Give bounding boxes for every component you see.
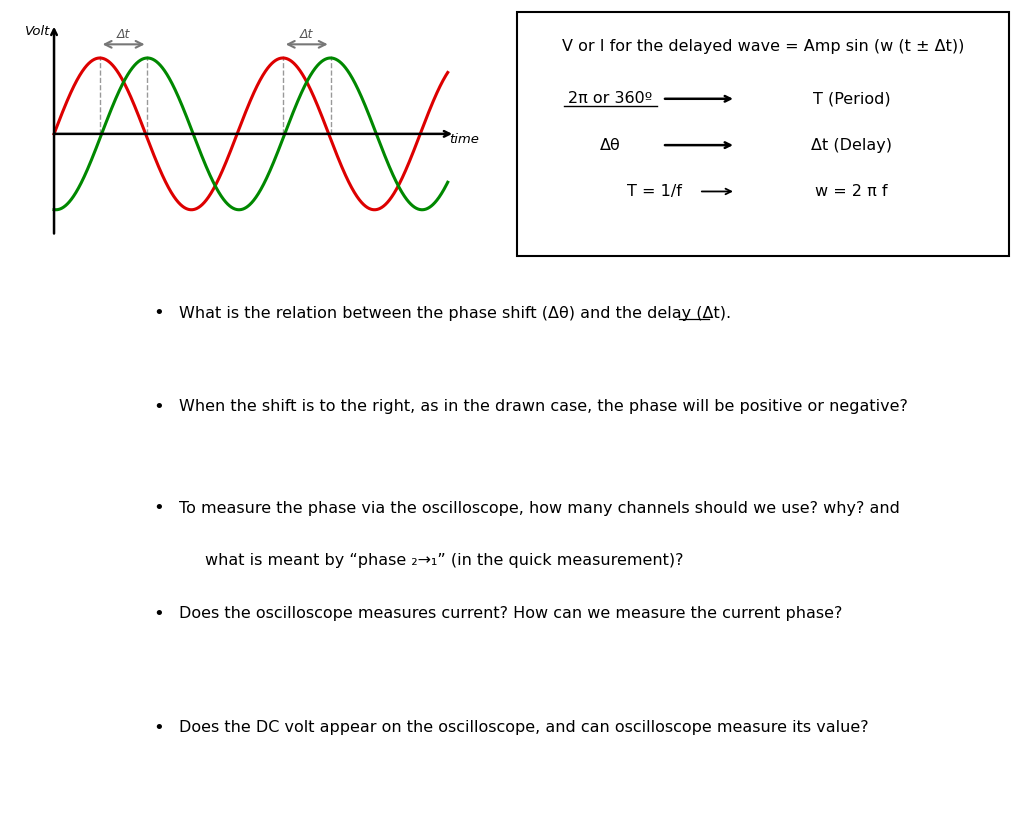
Text: •: • (154, 605, 164, 623)
Text: •: • (154, 499, 164, 517)
Text: What is the relation between the phase shift (Δθ) and the delay (Δt).: What is the relation between the phase s… (179, 306, 731, 320)
Text: Δθ: Δθ (600, 137, 621, 153)
Text: w = 2 π f: w = 2 π f (815, 184, 888, 199)
Text: Volt: Volt (26, 25, 51, 38)
Text: Δt: Δt (117, 28, 130, 41)
Text: •: • (154, 304, 164, 322)
Text: When the shift is to the right, as in the drawn case, the phase will be positive: When the shift is to the right, as in th… (179, 399, 908, 414)
Text: •: • (154, 398, 164, 415)
Text: Does the DC volt appear on the oscilloscope, and can oscilloscope measure its va: Does the DC volt appear on the oscillosc… (179, 720, 868, 735)
Text: Does the oscilloscope measures current? How can we measure the current phase?: Does the oscilloscope measures current? … (179, 606, 843, 621)
Text: what is meant by “phase ₂→₁” (in the quick measurement)?: what is meant by “phase ₂→₁” (in the qui… (205, 554, 683, 568)
Text: To measure the phase via the oscilloscope, how many channels should we use? why?: To measure the phase via the oscilloscop… (179, 501, 900, 515)
Text: •: • (154, 719, 164, 737)
Text: T (Period): T (Period) (812, 91, 890, 107)
Text: V or I for the delayed wave = Amp sin (w (t ± Δt)): V or I for the delayed wave = Amp sin (w… (562, 39, 964, 54)
Text: Δt: Δt (300, 28, 313, 41)
Text: 2π or 360º: 2π or 360º (568, 91, 652, 107)
Text: T = 1/f: T = 1/f (628, 184, 682, 199)
Text: time: time (449, 133, 478, 146)
Text: Δt (Delay): Δt (Delay) (811, 137, 892, 153)
